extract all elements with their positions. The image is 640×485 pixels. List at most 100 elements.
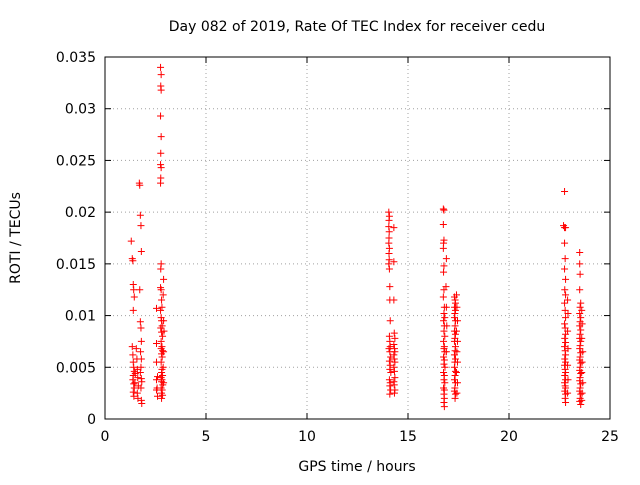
data-point: [441, 379, 449, 387]
data-point: [158, 394, 166, 402]
data-point: [159, 332, 167, 340]
data-point: [440, 337, 448, 345]
data-point: [385, 228, 393, 236]
plot-frame: [104, 56, 611, 420]
data-point: [153, 304, 161, 312]
data-point: [440, 317, 448, 325]
data-point: [441, 363, 449, 371]
data-point: [390, 224, 398, 232]
data-point: [131, 369, 139, 377]
data-point: [160, 317, 168, 325]
x-tick-label: 25: [601, 429, 619, 445]
data-point: [390, 329, 398, 337]
data-point: [453, 317, 461, 325]
data-point: [451, 372, 459, 380]
data-point: [562, 398, 570, 406]
data-point: [133, 389, 141, 397]
data-point: [387, 368, 395, 376]
data-point: [562, 275, 570, 283]
data-point: [561, 286, 569, 294]
data-point: [440, 262, 448, 270]
data-point: [157, 286, 165, 294]
data-point: [157, 265, 165, 273]
data-point: [160, 379, 168, 387]
data-point: [385, 260, 393, 268]
data-point: [576, 286, 584, 294]
data-point: [453, 348, 461, 356]
data-point: [136, 211, 144, 219]
data-point: [442, 303, 450, 311]
data-point: [390, 341, 398, 349]
data-point: [386, 365, 394, 373]
data-point: [137, 247, 145, 255]
data-point: [159, 391, 167, 399]
data-point: [158, 303, 166, 311]
data-point: [561, 255, 569, 263]
data-point: [138, 399, 146, 407]
data-point: [564, 389, 572, 397]
x-tick-label: 20: [500, 429, 518, 445]
data-point: [157, 358, 165, 366]
data-point: [577, 401, 585, 409]
data-point: [578, 306, 586, 314]
data-point: [440, 376, 448, 384]
data-point: [443, 322, 451, 330]
data-point: [562, 224, 570, 232]
data-point: [452, 291, 460, 299]
data-point: [576, 248, 584, 256]
data-point: [130, 293, 138, 301]
data-point: [577, 337, 585, 345]
data-point: [450, 363, 458, 371]
data-point: [386, 317, 394, 325]
data-point: [159, 347, 167, 355]
data-point: [440, 327, 448, 335]
y-axis-label: ROTI / TECUs: [8, 192, 24, 284]
data-point: [561, 355, 569, 363]
y-tick-label: 0: [87, 412, 96, 428]
data-point: [576, 270, 584, 278]
data-point: [561, 265, 569, 273]
data-point: [137, 384, 145, 392]
x-tick-label: 15: [399, 429, 417, 445]
data-point: [136, 181, 144, 189]
data-point: [385, 208, 393, 216]
data-point: [160, 348, 168, 356]
data-point: [130, 363, 138, 371]
data-point: [137, 324, 145, 332]
y-tick-label: 0.03: [65, 102, 96, 118]
data-point: [440, 268, 448, 276]
data-point: [157, 71, 165, 79]
data-point: [130, 286, 138, 294]
data-point: [157, 337, 165, 345]
data-point: [561, 187, 569, 195]
data-point: [453, 358, 461, 366]
data-point: [450, 314, 458, 322]
data-point: [157, 164, 165, 172]
x-tick-label: 0: [101, 429, 110, 445]
data-point: [439, 205, 447, 213]
data-point: [577, 390, 585, 398]
data-point: [137, 355, 145, 363]
data-point: [441, 314, 449, 322]
data-point: [129, 388, 137, 396]
data-point: [576, 345, 584, 353]
data-point: [440, 360, 448, 368]
y-tick-label: 0.02: [65, 205, 96, 221]
data-point: [442, 283, 450, 291]
data-point: [564, 310, 572, 318]
data-point: [440, 368, 448, 376]
data-point: [385, 265, 393, 273]
x-axis-label: GPS time / hours: [298, 459, 415, 475]
data-point: [133, 365, 141, 373]
data-point: [453, 337, 461, 345]
data-point: [160, 275, 168, 283]
data-point: [451, 394, 459, 402]
data-point: [157, 133, 165, 141]
data-point: [578, 396, 586, 404]
data-point: [157, 63, 165, 71]
data-point: [157, 324, 165, 332]
data-point: [439, 221, 447, 229]
data-point: [561, 334, 569, 342]
